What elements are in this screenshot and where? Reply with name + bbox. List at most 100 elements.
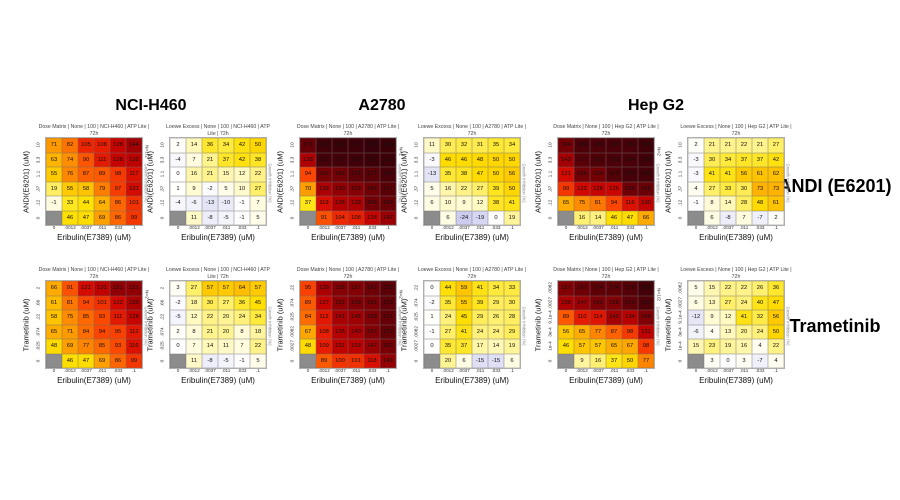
heatmap-cell: 91 (62, 281, 78, 296)
x-tick-label: 0 (52, 225, 56, 230)
y-tick-text: 10 (414, 142, 420, 148)
heatmap-cell: 50 (488, 167, 504, 182)
heatmap-cell: 57 (574, 339, 590, 354)
heatmap-cell: -8 (720, 210, 736, 225)
plot-title: Loewe Excess | None | 100 | A2780 | ATP … (417, 124, 527, 137)
y-tick-label: .025 (410, 310, 424, 325)
heatmap-cell: 111 (94, 152, 110, 167)
heatmap-cell: 99 (126, 210, 142, 225)
y-tick-label: .0027 (544, 296, 558, 311)
plot-side-area: Growth Inhibition (%) (266, 281, 274, 368)
heatmap-grid: 157 167 174 174 178 188 139 147 160 158 173 181 89 11… (557, 280, 655, 369)
y-tick-label: .37 (156, 182, 170, 197)
y-tick-text: 10 (160, 142, 166, 148)
y-tick-text: 10 (678, 142, 684, 148)
heatmap-cell: 2 (170, 138, 186, 153)
heatmap-cell: 168 (638, 181, 654, 196)
y-tick-text: .37 (36, 185, 42, 193)
plot-title: Dose Matrix | None | 100 | Hep G2 | ATP … (553, 124, 659, 137)
heatmap-cell: 48 (46, 339, 62, 354)
heatmap-cell: 85 (94, 339, 110, 354)
heatmap-cell: 94 (78, 295, 94, 310)
y-axis-label-text: ANDI(E6201) (uM) (275, 150, 285, 213)
heatmap-cell: 13 (720, 324, 736, 339)
heatmap-cell: -4 (170, 152, 186, 167)
heatmap-cell: 142 (606, 310, 622, 325)
y-tick-label: 3.3 (544, 153, 558, 168)
x-tick-label: .1 (256, 368, 260, 373)
heatmap-cell: 36 (202, 138, 218, 153)
side-axis-label: Growth Inhibition (%) (785, 306, 791, 346)
y-tick-label: 9.1e-4 (674, 310, 688, 325)
x-tick-label: .033 (367, 368, 377, 373)
y-tick-label: 0 (286, 354, 300, 369)
y-tick-text: .0027 (290, 340, 296, 353)
heatmap-cell: 10 (234, 181, 250, 196)
heatmap-cell: 131 (94, 281, 110, 296)
y-tick-text: 3.3 (160, 156, 166, 164)
x-tick-label: .0012 (576, 225, 588, 230)
heatmap-cell: 121 (78, 281, 94, 296)
heatmap-cell: -15 (488, 353, 504, 368)
cell-line-title-hepg2: Hep G2 (627, 97, 684, 114)
y-tick-text: .0082 (548, 282, 554, 295)
y-tick-text: .22 (414, 284, 420, 292)
heatmap-cell: 31 (472, 138, 488, 153)
y-tick-text: .12 (160, 199, 166, 207)
heatmap-cell: 7 (250, 196, 266, 211)
y-tick-label: 0 (674, 211, 688, 226)
y-tick-text: .074 (160, 327, 166, 337)
heatmap-cell: 89 (300, 295, 316, 310)
heatmap-cell: 35 (488, 138, 504, 153)
x-tick-label: .011 (221, 368, 231, 373)
heatmap-cell: 37 (456, 339, 472, 354)
heatmap-cell: 67 (622, 339, 638, 354)
heatmap-cell: -1 (688, 196, 704, 211)
heatmap-cell: 135 (332, 324, 348, 339)
x-tick-label: 0 (306, 368, 310, 373)
heatmap-cell: 114 (590, 310, 606, 325)
heatmap-cell: 27 (440, 324, 456, 339)
y-tick-text: 0 (290, 359, 296, 363)
heatmap-cell: 161 (364, 295, 380, 310)
heatmap-grid: 164 183 183 184 184 190 143 177 181 183 184 188 121 1… (557, 137, 655, 226)
y-tick-label: 3.3 (410, 153, 424, 168)
y-tick-label: 0 (156, 211, 170, 226)
heatmap-cell: 191 (348, 138, 364, 153)
heatmap-cell: -13 (424, 167, 440, 182)
heatmap-cell: 63 (46, 152, 62, 167)
heatmap-cell: 73 (768, 181, 784, 196)
y-tick-text: 1.1 (160, 170, 166, 178)
heatmap-cell: 0 (424, 339, 440, 354)
heatmap-cell: 70 (300, 181, 316, 196)
heatmap-cell: 28 (504, 310, 520, 325)
heatmap-cell: 4 (704, 324, 720, 339)
heatmap-cell: 73 (752, 181, 768, 196)
plot-title: Loewe Excess | None | 100 | NCI-H460 | A… (166, 124, 270, 137)
heatmap-cell: 24 (472, 324, 488, 339)
heatmap-cell: 75 (62, 310, 78, 325)
heatmap-cell: 158 (364, 310, 380, 325)
x-tick-label: .0037 (722, 225, 734, 230)
heatmap-cell: 138 (300, 152, 316, 167)
plot-side-area: Growth Inhibition (%) (266, 138, 274, 225)
x-tick-label: .1 (132, 225, 136, 230)
heatmap-cell: 57 (218, 281, 234, 296)
heatmap-cell: -15 (472, 353, 488, 368)
control-cell (688, 353, 704, 368)
x-tick-label: .011 (351, 225, 361, 230)
y-tick-label: .12 (544, 196, 558, 211)
x-axis-label: Eribulin(E7389) (uM) (57, 233, 131, 242)
plot-side-area: Growth Inhibition (%) (520, 138, 528, 225)
heatmap-cell: 27 (768, 138, 784, 153)
heatmap-cell: -5 (218, 210, 234, 225)
heatmap-cell: 65 (574, 324, 590, 339)
y-axis-label: Trametinib (uM) (20, 281, 32, 368)
y-tick-label: 0 (286, 211, 300, 226)
y-tick-label: .074 (32, 325, 46, 340)
heatmap-cell: 158 (348, 295, 364, 310)
heatmap-cell: 94 (94, 324, 110, 339)
y-tick-label: 10 (410, 138, 424, 153)
y-tick-text: .37 (160, 185, 166, 193)
